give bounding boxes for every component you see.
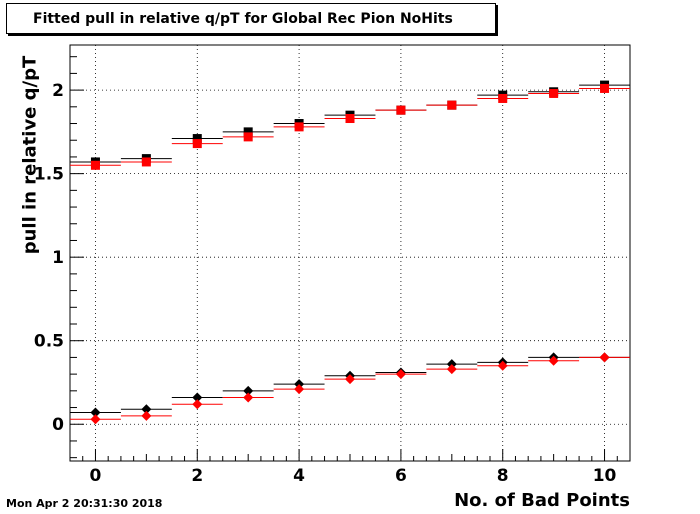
x-tick-label: 4 <box>293 466 305 486</box>
data-point-diamond <box>599 352 610 363</box>
data-point-square <box>243 127 253 137</box>
data-point-square <box>294 122 304 132</box>
data-point-square <box>447 100 457 110</box>
data-point-diamond <box>141 404 152 415</box>
data-point-square <box>600 83 610 93</box>
data-point-diamond <box>192 399 203 410</box>
data-point-diamond <box>192 392 203 403</box>
y-tick-label: 0 <box>52 415 64 435</box>
x-tick-label: 8 <box>497 466 509 486</box>
data-point-diamond <box>294 379 305 390</box>
data-point-square <box>396 105 406 115</box>
y-tick-label: 2 <box>52 81 64 101</box>
y-tick-label: 1.5 <box>34 165 64 185</box>
x-tick-label: 0 <box>90 466 102 486</box>
x-tick-label: 2 <box>191 466 203 486</box>
y-tick-label: 1 <box>52 248 64 268</box>
plot-frame <box>69 44 631 462</box>
data-point-diamond <box>243 385 254 396</box>
data-point-square <box>549 88 559 98</box>
data-point-square <box>345 114 355 124</box>
data-point-diamond <box>497 360 508 371</box>
data-point-square <box>243 132 253 142</box>
data-point-diamond <box>294 384 305 395</box>
y-axis-label: pull in relative q/pT <box>19 55 41 255</box>
data-point-diamond <box>446 364 457 375</box>
data-point-diamond <box>141 410 152 421</box>
chart-title: Fitted pull in relative q/pT for Global … <box>6 3 496 34</box>
data-point-diamond <box>243 392 254 403</box>
data-point-diamond <box>90 414 101 425</box>
data-point-square <box>141 157 151 167</box>
data-point-square <box>192 134 202 144</box>
x-tick-label: 10 <box>593 466 617 486</box>
data-point-diamond <box>395 369 406 380</box>
timestamp: Mon Apr 2 20:31:30 2018 <box>6 497 163 510</box>
y-tick-label: 0.5 <box>34 332 64 352</box>
data-point-diamond <box>90 407 101 418</box>
data-point-square <box>498 93 508 103</box>
data-point-diamond <box>446 359 457 370</box>
data-point-square <box>90 160 100 170</box>
chart-title-text: Fitted pull in relative q/pT for Global … <box>33 10 453 27</box>
x-tick-label: 6 <box>395 466 407 486</box>
data-point-diamond <box>548 355 559 366</box>
x-axis-label: No. of Bad Points <box>454 490 630 511</box>
data-point-diamond <box>345 374 355 385</box>
data-point-square <box>192 139 202 149</box>
